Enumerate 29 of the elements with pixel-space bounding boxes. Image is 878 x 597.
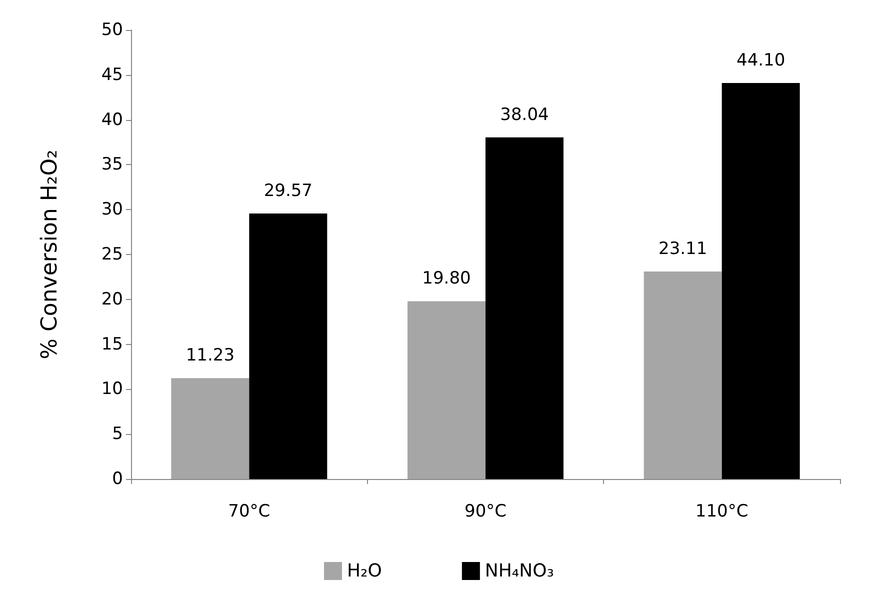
- x-tick-label: 70°C: [228, 502, 270, 522]
- y-tick-label: 35: [101, 154, 123, 175]
- data-label: 38.04: [500, 104, 549, 125]
- y-tick-label: 45: [101, 64, 123, 85]
- bar: [249, 213, 328, 479]
- x-tick-label: 90°C: [464, 502, 507, 522]
- y-tick-label: 5: [112, 424, 123, 444]
- y-tick-label: 0: [112, 469, 123, 489]
- bar: [408, 301, 486, 479]
- data-label: 29.57: [264, 180, 312, 201]
- y-tick-label: 50: [101, 20, 123, 40]
- y-tick-label: 40: [101, 110, 123, 130]
- bar: [486, 137, 564, 479]
- legend-label: H₂O: [347, 560, 382, 582]
- y-tick-label: 15: [101, 334, 123, 354]
- x-tick-label: 110°C: [695, 502, 748, 522]
- legend-label: NH₄NO₃: [484, 560, 554, 582]
- bar: [171, 378, 250, 479]
- y-axis-title: % Conversion H₂O₂: [38, 150, 62, 360]
- y-tick-label: 25: [101, 244, 123, 264]
- data-label: 19.80: [422, 268, 471, 289]
- y-tick-label: 20: [101, 289, 123, 310]
- data-label: 11.23: [186, 346, 235, 366]
- y-tick-label: 10: [101, 379, 123, 400]
- data-label: 23.11: [658, 238, 708, 259]
- y-tick-label: 30: [101, 200, 123, 220]
- data-label: 44.10: [736, 50, 786, 70]
- bar: [722, 82, 800, 479]
- bar: [644, 271, 722, 479]
